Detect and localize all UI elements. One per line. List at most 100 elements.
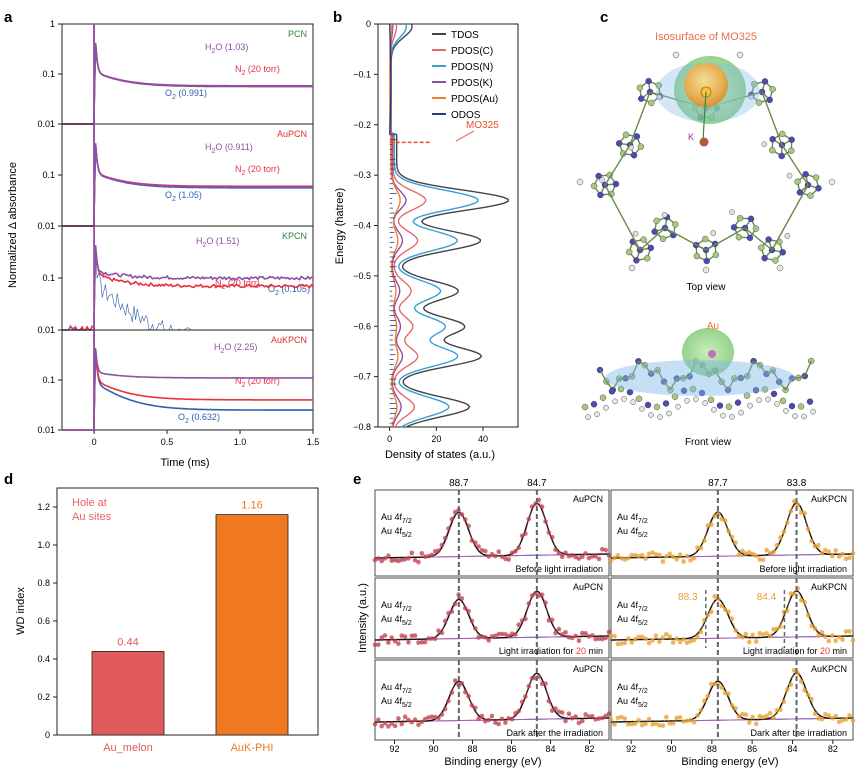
bond [744, 227, 773, 251]
bond [705, 227, 746, 251]
atom [630, 399, 636, 405]
trace-O2 [62, 124, 313, 227]
panel-d-note-2: Au sites [72, 511, 112, 523]
trace-H2O [62, 24, 313, 125]
trace-N2 [62, 124, 313, 227]
bond [604, 184, 641, 251]
y-tick-label: 1.0 [37, 540, 50, 550]
atom [653, 217, 660, 225]
atom [626, 388, 634, 396]
xps-data-line [610, 587, 854, 645]
xps-fit [611, 502, 853, 559]
bond [663, 381, 671, 391]
bond [746, 360, 755, 377]
bond [771, 184, 809, 251]
y-tick-label: 1.2 [37, 502, 50, 512]
atom [784, 233, 791, 239]
atom [680, 387, 688, 394]
atom [765, 396, 771, 403]
atom [640, 236, 647, 243]
trace-label-H2O: H2O (2.25) [214, 342, 257, 355]
y-tick-label: 0.1 [42, 375, 55, 385]
panel-b-legend: TDOS PDOS(C) PDOS(N) PDOS(K) PDOS(Au) OD… [432, 30, 498, 121]
xps-fit [375, 502, 609, 559]
atom [693, 396, 699, 402]
y-tick-label: 0.01 [37, 325, 55, 335]
y-tick-label: −0.2 [353, 120, 371, 130]
atom [796, 189, 804, 196]
atom [747, 215, 755, 223]
panel-d-note-1: Hole at [72, 497, 107, 509]
bond [759, 364, 767, 375]
atom [636, 84, 644, 91]
bar-value-label: 0.44 [117, 636, 138, 648]
legend-label-pdos-n: PDOS(N) [451, 62, 493, 73]
y-tick-label: 0.2 [37, 692, 50, 702]
atom [698, 389, 706, 397]
legend-label-pdos-au: PDOS(Au) [451, 94, 498, 105]
bar-Au_melon [91, 651, 165, 736]
y-tick-label: −0.1 [353, 69, 371, 79]
atom [612, 398, 618, 405]
trace-label-N2: N2 (20 torr) [235, 64, 280, 77]
extra-peak-label: 84.4 [757, 592, 777, 603]
xps-sample-label: AuPCN [573, 582, 603, 592]
y-tick-label: −0.7 [353, 372, 371, 382]
atom [675, 403, 681, 410]
bond [599, 369, 608, 382]
subplot-title: AuKPCN [271, 335, 307, 345]
x-tick-label: 20 [431, 434, 441, 444]
atom [581, 403, 589, 411]
trace-label-H2O: H2O (1.03) [205, 42, 248, 55]
atom [632, 230, 639, 237]
atom [711, 407, 717, 413]
panel-d: 0 0.2 0.4 0.6 0.8 1.0 1.2 0.44 Au_melon 1.16 AuK-P… [37, 487, 319, 754]
atom [788, 147, 795, 154]
bond [781, 144, 809, 186]
atom [597, 191, 604, 199]
x-tick-label: 86 [747, 744, 757, 754]
trace-H2O [62, 330, 313, 431]
xps-f72-label: Au 4f7/2 [617, 512, 648, 525]
x-tick-label: 1.0 [234, 437, 247, 447]
atom [761, 141, 768, 148]
subplot-frame-PCN [61, 23, 314, 125]
x-tick-label: 92 [389, 744, 399, 754]
atom [657, 414, 663, 420]
subplot-title: AuPCN [277, 129, 307, 139]
bond [727, 378, 736, 391]
bond [650, 369, 658, 375]
bond [740, 375, 748, 379]
atom [707, 396, 715, 404]
atom [794, 178, 801, 185]
x-tick-label: 40 [478, 434, 488, 444]
y-tick-label: −0.3 [353, 170, 371, 180]
panel-e-label: e [353, 471, 361, 488]
atom [815, 185, 822, 192]
atom [648, 412, 654, 418]
xps-frame [374, 489, 610, 577]
atom [612, 180, 620, 188]
xps-f52-label: Au 4f5/2 [381, 696, 412, 709]
k-label: K [688, 132, 694, 142]
peak-energy-label: 88.7 [449, 478, 469, 489]
atom [797, 403, 805, 410]
xps-f52-label: Au 4f5/2 [381, 526, 412, 539]
dos-curve-pdos-k [389, 23, 407, 428]
subplot-frame-AuPCN [61, 123, 314, 227]
y-tick-label: 1 [50, 19, 55, 29]
trace-H2O [62, 226, 314, 331]
bond [766, 369, 774, 375]
atom [806, 398, 814, 405]
atom [615, 140, 623, 147]
trace-H2O [62, 124, 313, 227]
atom [662, 400, 670, 407]
bond [778, 381, 787, 391]
bond [683, 375, 690, 379]
bond [656, 369, 665, 382]
atom [776, 264, 784, 272]
y-tick-label: 0 [366, 19, 371, 29]
panel-e-xlabel-right: Binding energy (eV) [681, 756, 778, 768]
trace-label-O2: O2 (0.632) [178, 412, 220, 425]
